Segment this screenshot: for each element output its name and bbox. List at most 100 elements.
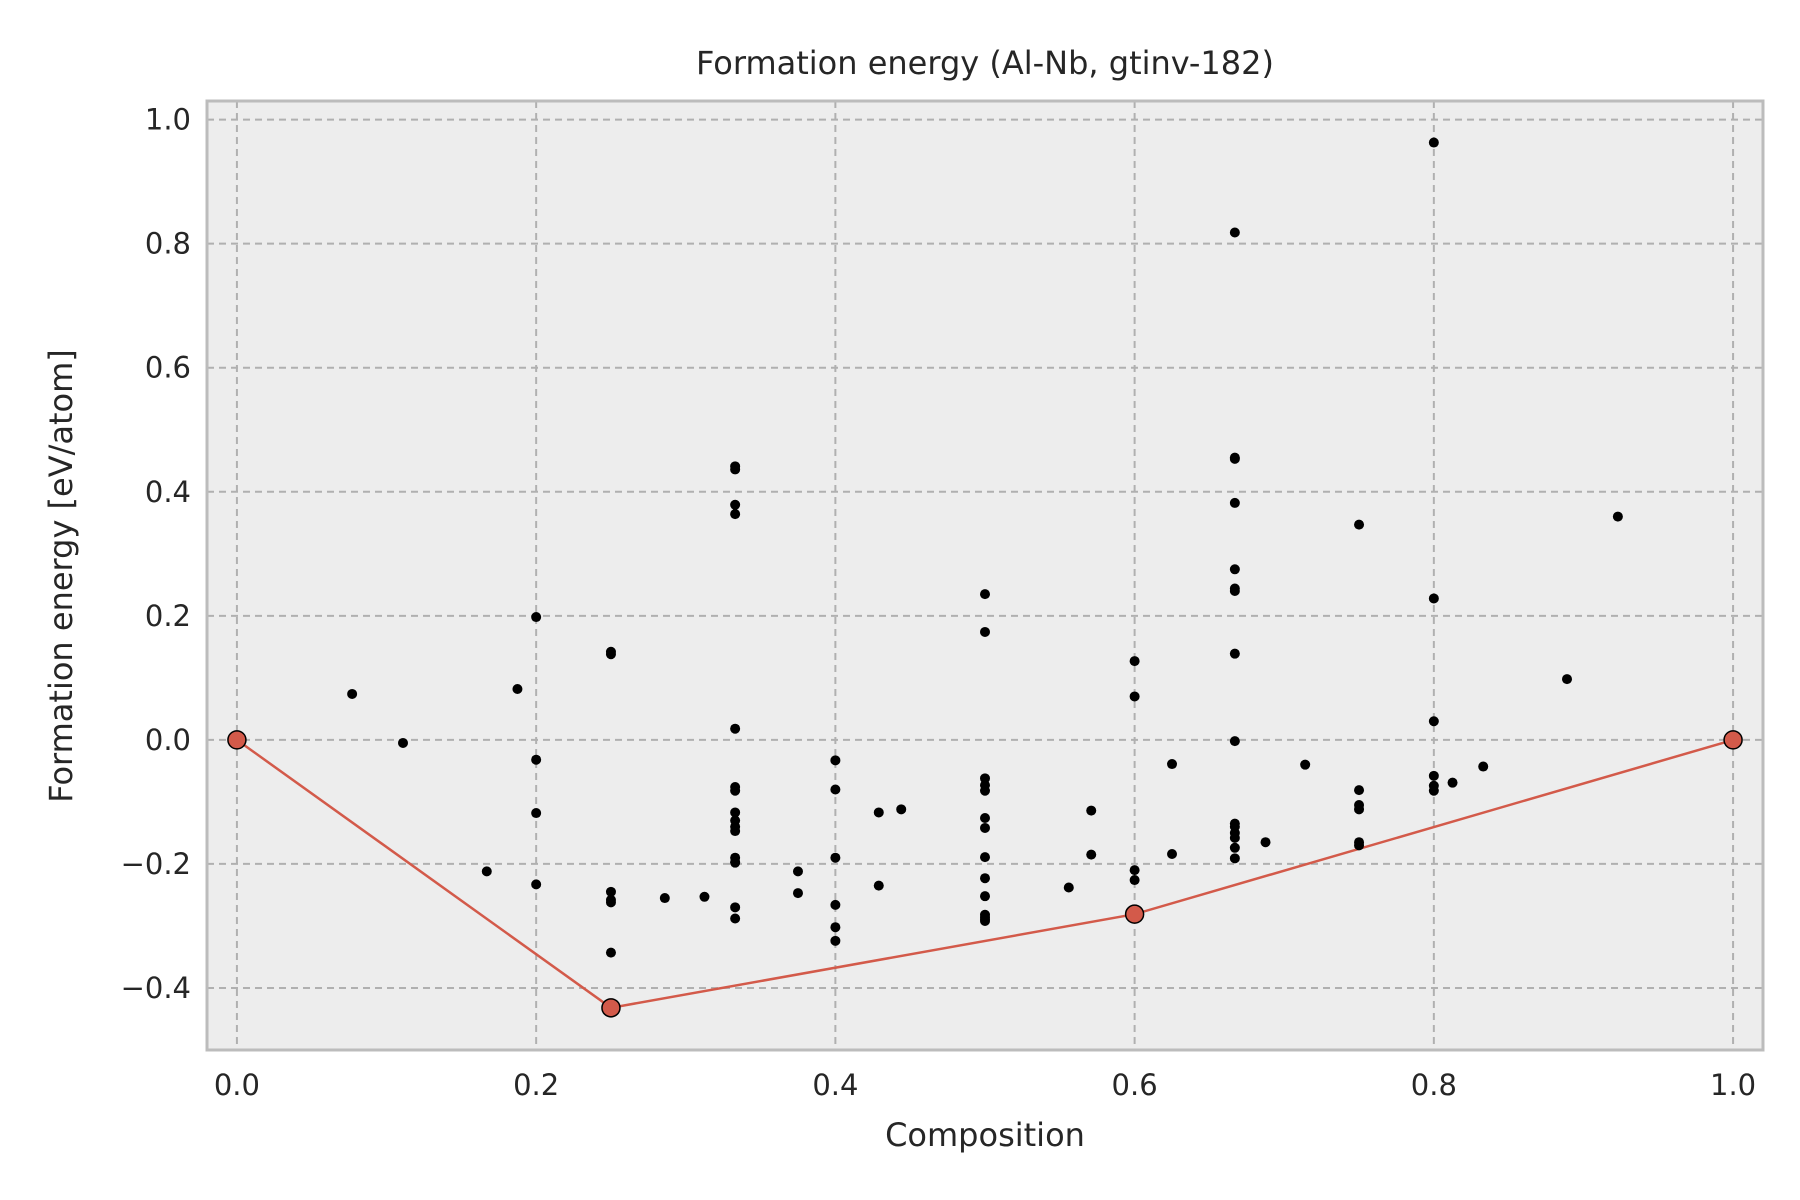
y-axis-label: Formation energy [eV/atom] [42,349,80,803]
data-point [896,804,907,815]
data-point [830,935,841,946]
data-point [605,649,616,660]
data-point [1063,882,1074,893]
data-point [1428,785,1439,796]
data-point [980,822,990,833]
data-point [1229,736,1240,747]
data-point [1167,759,1178,770]
data-point [1300,759,1311,770]
data-point [1229,586,1240,597]
data-point [531,808,542,819]
data-point [1354,519,1365,530]
data-point [1129,656,1140,667]
data-point [659,893,670,904]
data-point [1129,875,1140,886]
x-axis-ticks: 0.0 0.2 0.4 0.6 0.8 1.0 [214,1068,1756,1102]
data-point [830,899,841,910]
data-point [1229,564,1240,575]
data-point [980,813,990,824]
data-point [1229,648,1240,659]
data-point [1129,865,1140,876]
data-point [830,784,841,795]
data-point [792,888,803,899]
y-tick-label: −0.4 [121,971,191,1005]
data-point [347,688,358,699]
data-point [1428,716,1439,727]
data-point [980,589,990,600]
x-tick-label: 0.0 [214,1068,260,1102]
data-point [531,612,542,623]
data-point [1562,674,1573,685]
y-tick-label: 0.2 [145,599,191,633]
data-point [1229,497,1240,508]
y-tick-label: −0.2 [121,847,191,881]
data-point [980,912,990,923]
convex-hull [236,738,1734,1010]
data-point [980,785,990,796]
data-point [792,866,803,877]
hull-point [1723,730,1743,750]
data-point [730,723,741,734]
data-point [980,626,990,637]
hull-point [1124,904,1145,924]
hull-point [227,730,247,750]
data-point [730,785,741,796]
data-point [730,807,741,818]
data-point [873,880,884,891]
y-tick-label: 1.0 [145,103,191,137]
data-point [605,886,616,897]
data-point [980,873,990,884]
data-point [1354,785,1365,796]
data-point [512,684,523,695]
x-tick-label: 0.8 [1411,1068,1457,1102]
data-point [1229,227,1240,238]
x-axis-label: Composition [885,1116,1085,1154]
data-point [1086,849,1097,860]
data-point [1129,691,1140,702]
data-point [397,737,408,748]
data-point [1229,453,1240,464]
data-point [830,922,841,933]
y-tick-label: 0.8 [145,227,191,261]
x-tick-label: 0.2 [513,1068,559,1102]
data-point [980,891,990,902]
x-tick-label: 0.4 [812,1068,858,1102]
hull-markers [227,730,1743,1018]
data-point [1428,137,1439,148]
data-point [873,807,884,818]
data-point [1229,853,1240,864]
data-point [1229,832,1240,843]
data-point [1167,848,1178,859]
hull-point [601,998,621,1018]
y-tick-label: 0.6 [145,351,191,385]
grid-lines [207,101,1763,1050]
data-point [481,866,492,877]
data-point [730,857,741,868]
data-point [1447,777,1458,788]
data-point [830,755,841,766]
data-point [1428,593,1439,604]
chart-title: Formation energy (Al-Nb, gtinv-182) [696,44,1274,82]
data-point [980,852,990,863]
data-point [730,464,741,475]
y-tick-label: 0.0 [145,723,191,757]
data-point [1260,837,1271,848]
data-point [730,913,741,924]
y-tick-label: 0.4 [145,475,191,509]
data-point [730,826,741,837]
data-point [1428,770,1439,781]
data-point [1354,840,1365,851]
x-tick-label: 1.0 [1710,1068,1756,1102]
data-point [830,852,841,863]
data-point [531,879,542,890]
data-point [531,754,542,765]
y-axis-ticks: −0.4 −0.2 0.0 0.2 0.4 0.6 0.8 1.0 [121,103,191,1005]
data-point [730,509,741,520]
data-point [730,902,741,913]
data-point [699,891,710,902]
data-point [1354,804,1365,815]
data-point [1478,761,1489,772]
data-point [1229,842,1240,853]
data-point [730,499,741,510]
